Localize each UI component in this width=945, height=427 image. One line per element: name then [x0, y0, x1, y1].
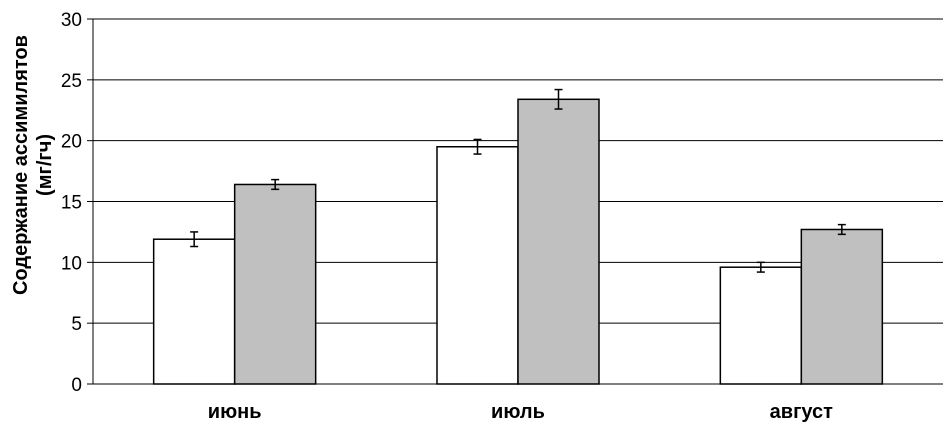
y-tick-label: 25: [61, 71, 82, 92]
y-tick-label: 20: [61, 132, 82, 153]
y-axis-ticks: 0 5 10 15 20 25 30: [61, 10, 82, 396]
y-axis-label-line-2: (мг/гч): [34, 134, 56, 196]
axes: [87, 18, 943, 385]
y-tick-label: 0: [71, 375, 82, 396]
y-tick-label: 15: [61, 193, 82, 214]
x-axis-categories: июнь июль август: [208, 401, 833, 423]
y-tick-label: 10: [61, 253, 82, 274]
bar: [436, 146, 519, 385]
bar: [800, 228, 884, 385]
bar: [233, 183, 317, 385]
x-category-label: июль: [491, 401, 545, 423]
bar: [517, 98, 600, 385]
y-tick-label: 30: [61, 10, 82, 31]
bar: [719, 266, 803, 385]
y-axis-label-line-1: Содержание ассимилятов: [10, 35, 32, 295]
bar: [152, 238, 236, 385]
bars: [152, 88, 884, 385]
y-tick-label: 5: [71, 314, 82, 335]
x-category-label: июнь: [208, 401, 262, 423]
x-category-label: август: [770, 401, 833, 423]
